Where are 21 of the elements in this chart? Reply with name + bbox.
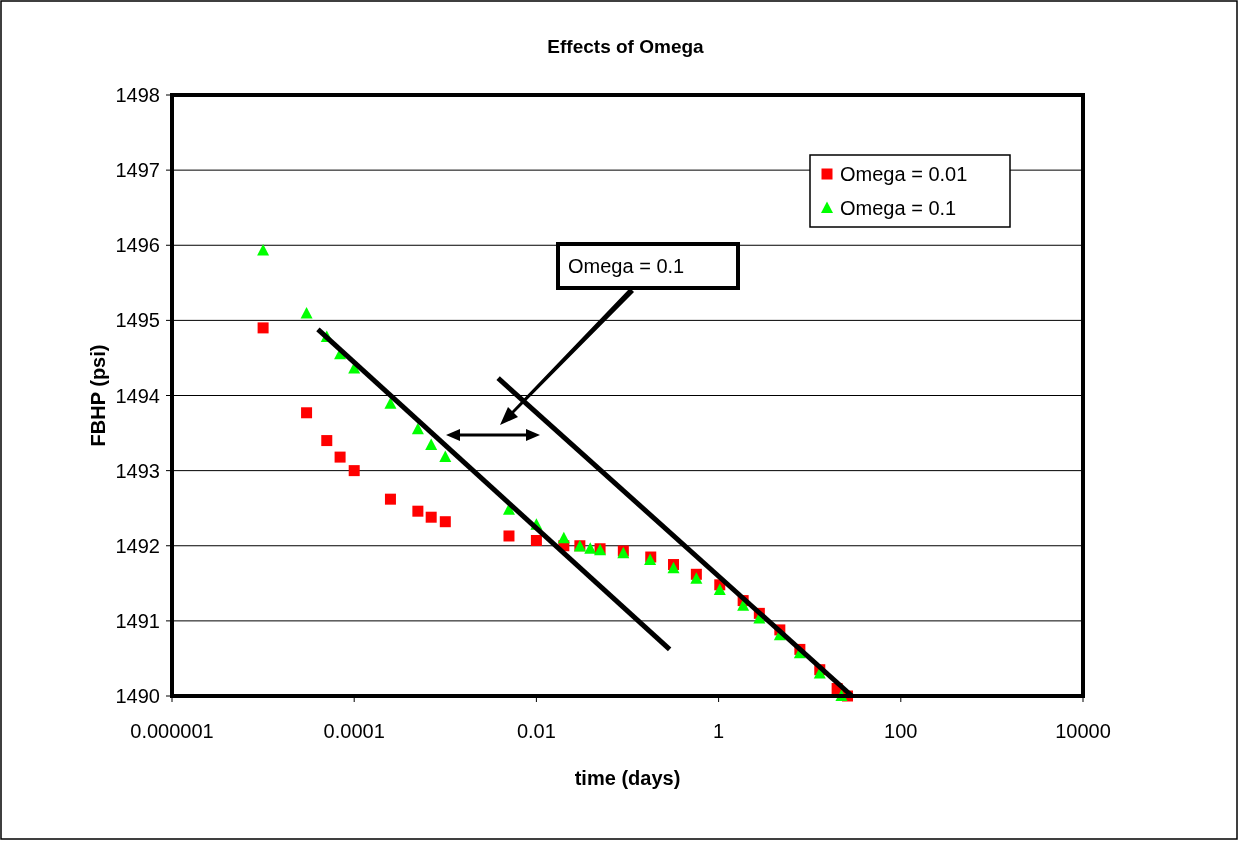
y-axis-title: FBHP (psi)	[87, 344, 109, 447]
y-tick-label: 1490	[115, 685, 160, 707]
x-tick-label: 10000	[1055, 720, 1111, 742]
y-tick-label: 1496	[115, 234, 160, 257]
x-tick-label: 100	[884, 720, 918, 742]
legend-label: Omega = 0.01	[840, 163, 968, 185]
x-tick-label: 0.0001	[323, 720, 385, 742]
y-tick-label: 1495	[115, 309, 160, 332]
x-tick-label: 1	[713, 720, 725, 742]
x-axis-title: time (days)	[574, 767, 681, 789]
y-tick-label: 1491	[115, 609, 160, 632]
chart-title: Effects of Omega	[547, 36, 705, 57]
y-tick-label: 1492	[115, 534, 160, 557]
y-tick-label: 1498	[115, 84, 160, 106]
legend-label: Omega = 0.1	[840, 197, 957, 219]
x-tick-label: 0.000001	[130, 720, 214, 742]
annotation: Omega = 0.1	[568, 255, 685, 277]
y-tick-label: 1493	[115, 459, 160, 482]
y-tick-label: 1494	[115, 384, 160, 407]
x-tick-label: 0.01	[516, 720, 556, 742]
y-tick-label: 1497	[115, 159, 160, 182]
